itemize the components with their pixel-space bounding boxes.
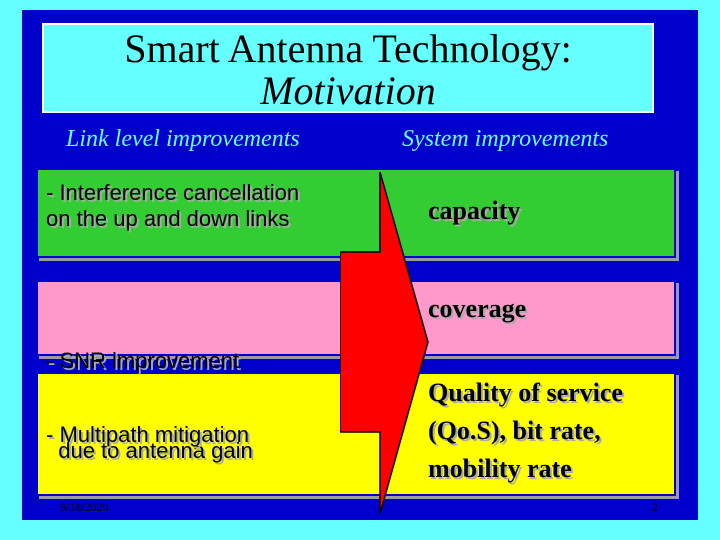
row-right-capacity: capacity <box>428 192 520 230</box>
slide-subtitle: Motivation <box>260 68 436 113</box>
left-column-heading: Link level improvements <box>66 126 300 152</box>
row-left-line: - SNR improvement <box>46 348 240 373</box>
arrow-icon <box>340 172 429 514</box>
row-right-line: capacity <box>428 196 521 225</box>
row-left-interference: - Interference cancellation on the up an… <box>46 180 299 232</box>
row-left-snr: - SNR improvement due to antenna gain <box>46 286 253 526</box>
row-right-coverage: coverage <box>428 290 526 328</box>
slide-title: Smart Antenna Technology: <box>124 26 572 71</box>
title-box: Smart Antenna Technology: Motivation <box>42 23 654 113</box>
row-right-line: mobility rate <box>428 454 572 483</box>
row-right-line: Quality of service <box>428 378 623 407</box>
row-left-line: on the up and down links <box>46 206 290 231</box>
row-left-line: - Multipath mitigation <box>46 422 249 447</box>
row-right-line: coverage <box>428 294 527 323</box>
row-left-multipath: - Multipath mitigation <box>46 422 249 448</box>
footer-date: 9/18/2020 <box>60 500 109 514</box>
row-left-line: - Interference cancellation <box>46 180 300 205</box>
row-left-line: due to antenna gain <box>46 438 253 463</box>
footer-page-number: 2 <box>652 500 658 514</box>
right-column-heading: System improvements <box>402 126 609 152</box>
row-right-quality: Quality of service (Qo.S), bit rate, mob… <box>428 374 623 488</box>
row-right-line: (Qo.S), bit rate, <box>428 416 601 445</box>
row-band-interference <box>36 168 676 258</box>
